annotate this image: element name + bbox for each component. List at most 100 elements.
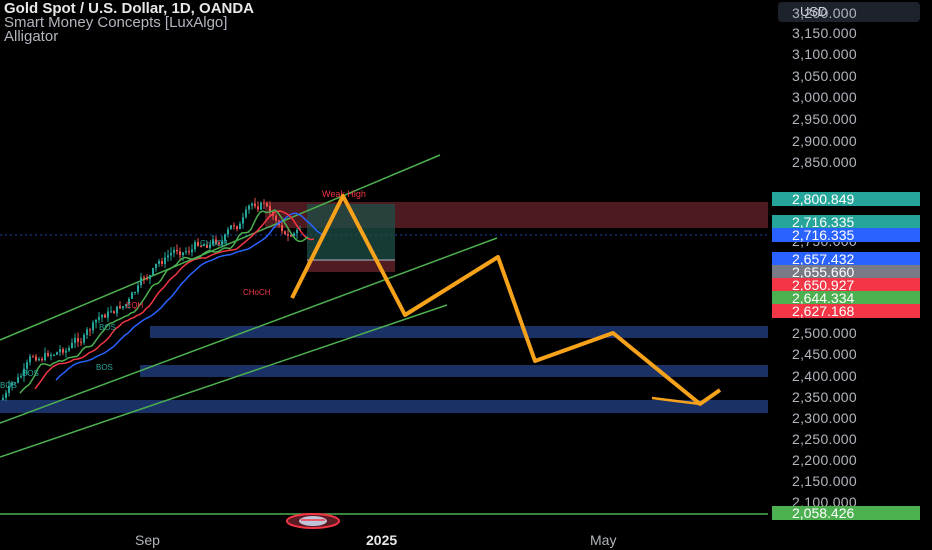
candle-body bbox=[185, 251, 187, 253]
us-flag-event-icon[interactable] bbox=[286, 513, 340, 529]
channel-lower bbox=[0, 304, 448, 458]
candle-body bbox=[8, 385, 10, 393]
candle-body bbox=[50, 354, 52, 356]
candle-body bbox=[71, 342, 73, 348]
candle-body bbox=[206, 244, 208, 248]
candle-body bbox=[92, 322, 94, 331]
candle-body bbox=[233, 225, 235, 227]
bos-label-2: BOS bbox=[22, 369, 39, 378]
candle-body bbox=[134, 291, 136, 293]
candle-body bbox=[191, 249, 193, 253]
price-tick: 2,450.000 bbox=[792, 346, 857, 362]
candle-body bbox=[89, 329, 91, 331]
alligator-lines bbox=[19, 209, 324, 394]
candle-body bbox=[266, 203, 268, 207]
price-label: 2,058.426 bbox=[772, 506, 920, 520]
price-tick: 2,350.000 bbox=[792, 389, 857, 405]
candle-body bbox=[41, 358, 43, 361]
candle-body bbox=[257, 206, 259, 210]
price-tick: 2,900.000 bbox=[792, 133, 857, 149]
candle-body bbox=[56, 352, 58, 355]
candle-body bbox=[119, 306, 121, 309]
channel-middle bbox=[0, 237, 498, 424]
bos-label-3: BOS bbox=[0, 381, 17, 390]
candle-body bbox=[116, 306, 118, 314]
time-label-may: May bbox=[590, 532, 617, 548]
currency-selector[interactable]: USD bbox=[778, 2, 920, 22]
candle-body bbox=[26, 362, 28, 369]
price-tick: 2,400.000 bbox=[792, 368, 857, 384]
candle-body bbox=[200, 245, 202, 247]
candle-body bbox=[176, 249, 178, 252]
price-tick: 2,250.000 bbox=[792, 431, 857, 447]
candle-body bbox=[17, 377, 19, 383]
price-tick: 2,150.000 bbox=[792, 473, 857, 489]
candle-body bbox=[287, 234, 289, 236]
candle-body bbox=[110, 311, 112, 313]
indicator-smc[interactable]: Smart Money Concepts [LuxAlgo] bbox=[4, 14, 228, 31]
candle-body bbox=[125, 304, 127, 307]
candle-body bbox=[245, 209, 247, 218]
chart-legend: Gold Spot / U.S. Dollar, 1D, OANDA Smart… bbox=[4, 0, 255, 45]
candle-body bbox=[83, 334, 85, 343]
eqh-label: EQH bbox=[126, 301, 144, 310]
candle-body bbox=[275, 215, 277, 221]
demand-zone-2 bbox=[140, 365, 768, 377]
candle-body bbox=[113, 311, 115, 314]
time-label-sep: Sep bbox=[135, 532, 160, 548]
price-tick: 3,000.000 bbox=[792, 89, 857, 105]
price-tick: 2,500.000 bbox=[792, 325, 857, 341]
candle-body bbox=[197, 242, 199, 246]
candle-body bbox=[230, 225, 232, 230]
symbol-title[interactable]: Gold Spot / U.S. Dollar, 1D, OANDA bbox=[4, 0, 255, 17]
candle-body bbox=[101, 314, 103, 318]
price-label: 2,716.335 bbox=[772, 228, 920, 242]
candle-body bbox=[122, 306, 124, 309]
price-tick: 2,850.000 bbox=[792, 154, 857, 170]
candle-body bbox=[143, 277, 145, 279]
position-box-loss bbox=[307, 260, 395, 272]
candle-body bbox=[167, 255, 169, 258]
channel-upper bbox=[0, 154, 441, 341]
candle-body bbox=[44, 353, 46, 361]
price-tick: 3,150.000 bbox=[792, 25, 857, 41]
candle-body bbox=[140, 277, 142, 286]
price-label: 2,644.334 bbox=[772, 291, 920, 305]
candle-body bbox=[68, 347, 70, 351]
price-tick: 2,200.000 bbox=[792, 452, 857, 468]
candle-body bbox=[221, 241, 223, 245]
time-label-2025: 2025 bbox=[366, 532, 398, 548]
candle-body bbox=[281, 225, 283, 232]
price-tick: 2,300.000 bbox=[792, 410, 857, 426]
candle-body bbox=[209, 244, 211, 248]
candle-body bbox=[74, 338, 76, 343]
candle-body bbox=[269, 206, 271, 212]
candle-body bbox=[98, 317, 100, 320]
forecast-path[interactable] bbox=[290, 194, 722, 406]
alligator-line bbox=[55, 212, 324, 381]
choch-label-2: CHoCH bbox=[243, 288, 271, 297]
candle-body bbox=[128, 298, 130, 305]
candle-body bbox=[242, 217, 244, 224]
candle-body bbox=[11, 382, 13, 386]
candle-body bbox=[296, 230, 298, 234]
candle-body bbox=[236, 226, 238, 229]
candle-body bbox=[38, 358, 40, 361]
candle-body bbox=[131, 292, 133, 299]
candle-body bbox=[5, 392, 7, 398]
price-label: 2,650.927 bbox=[772, 278, 920, 292]
candle-body bbox=[158, 261, 160, 264]
alligator-line bbox=[34, 210, 315, 390]
candle-body bbox=[65, 350, 67, 353]
candle-body bbox=[260, 202, 262, 210]
price-tick: 3,200.000 bbox=[792, 5, 857, 21]
candle-body bbox=[248, 205, 250, 210]
candle-body bbox=[293, 233, 295, 237]
candle-body bbox=[137, 285, 139, 292]
indicator-alligator[interactable]: Alligator bbox=[4, 28, 59, 45]
candle-body bbox=[290, 235, 292, 237]
candle-body bbox=[86, 329, 88, 335]
candle-body bbox=[251, 203, 253, 206]
candle-body bbox=[107, 311, 109, 318]
